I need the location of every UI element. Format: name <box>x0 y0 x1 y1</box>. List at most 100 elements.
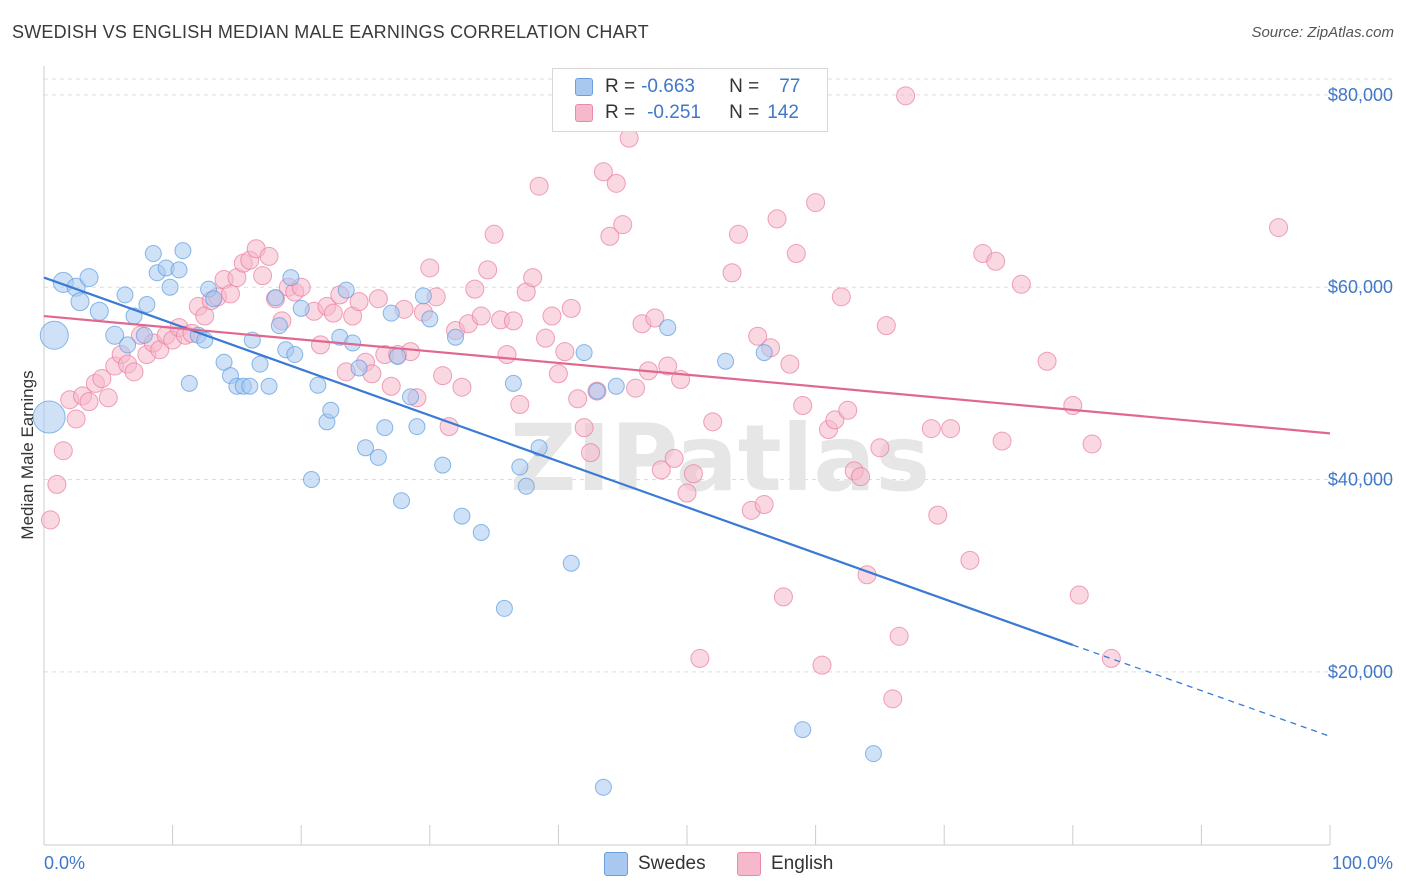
english-point <box>838 400 858 420</box>
english-point <box>503 311 523 331</box>
swedes-point <box>70 292 90 312</box>
legend-n-value: 77 <box>779 76 801 97</box>
swedes-point <box>376 419 394 437</box>
series-legend: Swedes English <box>0 852 1406 878</box>
swedes-point <box>495 599 513 617</box>
english-point <box>381 376 401 396</box>
english-point <box>523 268 543 288</box>
swedes-point <box>350 359 368 377</box>
english-point <box>613 215 633 235</box>
x-tick-label: 100.0% <box>1332 853 1393 873</box>
english-point <box>683 464 703 484</box>
english-point <box>600 226 620 246</box>
swedes-point <box>607 377 625 395</box>
english-point <box>748 326 768 346</box>
swedes-point <box>472 523 490 541</box>
english-point <box>40 510 60 530</box>
swedes-point <box>322 401 340 419</box>
swedes-point <box>517 477 535 495</box>
swedes-point <box>357 439 374 457</box>
english-point <box>992 431 1012 451</box>
swedes-point <box>309 376 327 394</box>
english-point <box>53 441 73 461</box>
swedes-trend-line <box>43 276 1074 646</box>
swedes-point <box>266 289 284 307</box>
english-point <box>786 244 806 264</box>
english-point <box>253 266 273 286</box>
english-point <box>310 335 330 355</box>
swedes-point <box>504 374 522 392</box>
legend-n-value: 142 <box>767 102 799 123</box>
english-point <box>124 362 144 382</box>
english-point <box>1011 274 1031 294</box>
english-point <box>465 279 485 299</box>
chart-source: Source: ZipAtlas.com <box>1251 24 1394 41</box>
english-point <box>1269 218 1289 238</box>
english-point <box>1069 585 1089 605</box>
swedes-point <box>205 290 223 308</box>
swedes-point <box>286 346 304 364</box>
axis-labels: $20,000 $40,000 $60,000 $80,000 0.0% 100.0% Me… <box>18 85 1393 873</box>
swedes-point <box>138 296 156 314</box>
legend-r-label: R = <box>605 102 636 123</box>
swedes-point <box>119 336 137 354</box>
x-tick-label: 0.0% <box>44 853 85 873</box>
english-point <box>439 417 459 437</box>
swedes-point <box>170 261 188 279</box>
swedes-point <box>393 492 411 510</box>
english-point <box>812 655 832 675</box>
swedes-point <box>382 304 400 322</box>
legend-r-value: -0.251 <box>647 102 701 123</box>
legend-swatch-english <box>575 104 593 122</box>
english-point <box>92 369 112 389</box>
english-point <box>728 224 748 244</box>
english-point <box>703 412 723 432</box>
english-point <box>780 354 800 374</box>
swedes-point <box>511 458 529 476</box>
english-point <box>484 224 504 244</box>
english-swatch <box>737 852 761 876</box>
legend-item-swedes[interactable]: Swedes <box>604 852 706 876</box>
english-point <box>664 448 684 468</box>
english-point <box>1063 395 1083 415</box>
english-point <box>66 409 86 429</box>
english-point <box>548 364 568 384</box>
english-point <box>754 495 774 515</box>
english-point <box>368 289 388 309</box>
swedes-point <box>434 456 452 474</box>
english-point <box>986 251 1006 271</box>
english-point <box>690 648 710 668</box>
english-point <box>773 587 793 607</box>
english-point <box>921 419 941 439</box>
english-point <box>896 86 916 106</box>
english-point <box>658 356 678 376</box>
english-point <box>79 392 99 412</box>
english-point <box>831 287 851 307</box>
english-point <box>536 328 556 348</box>
swedes-point <box>594 778 612 796</box>
english-point <box>98 388 118 408</box>
english-point <box>793 395 813 415</box>
english-point <box>568 389 588 409</box>
english-point <box>1082 434 1102 454</box>
correlation-legend: R = -0.663 N = 77 R = -0.251 N = 142 <box>552 68 828 132</box>
trend-lines <box>43 276 1331 737</box>
english-point <box>606 173 626 193</box>
swedes-point <box>105 325 125 345</box>
english-point <box>806 193 826 213</box>
legend-label-swedes: Swedes <box>638 853 706 874</box>
english-point <box>433 366 453 386</box>
swedes-point <box>32 400 66 434</box>
english-point <box>645 308 665 328</box>
legend-item-english[interactable]: English <box>737 852 833 876</box>
english-point <box>651 460 671 480</box>
english-point <box>825 410 845 430</box>
swedes-point <box>717 352 735 370</box>
swedes-point <box>260 377 278 395</box>
swedes-point <box>302 471 320 489</box>
swedes-point <box>144 245 162 263</box>
swedes-point <box>161 278 179 296</box>
english-point <box>870 438 890 458</box>
english-point <box>851 467 871 487</box>
